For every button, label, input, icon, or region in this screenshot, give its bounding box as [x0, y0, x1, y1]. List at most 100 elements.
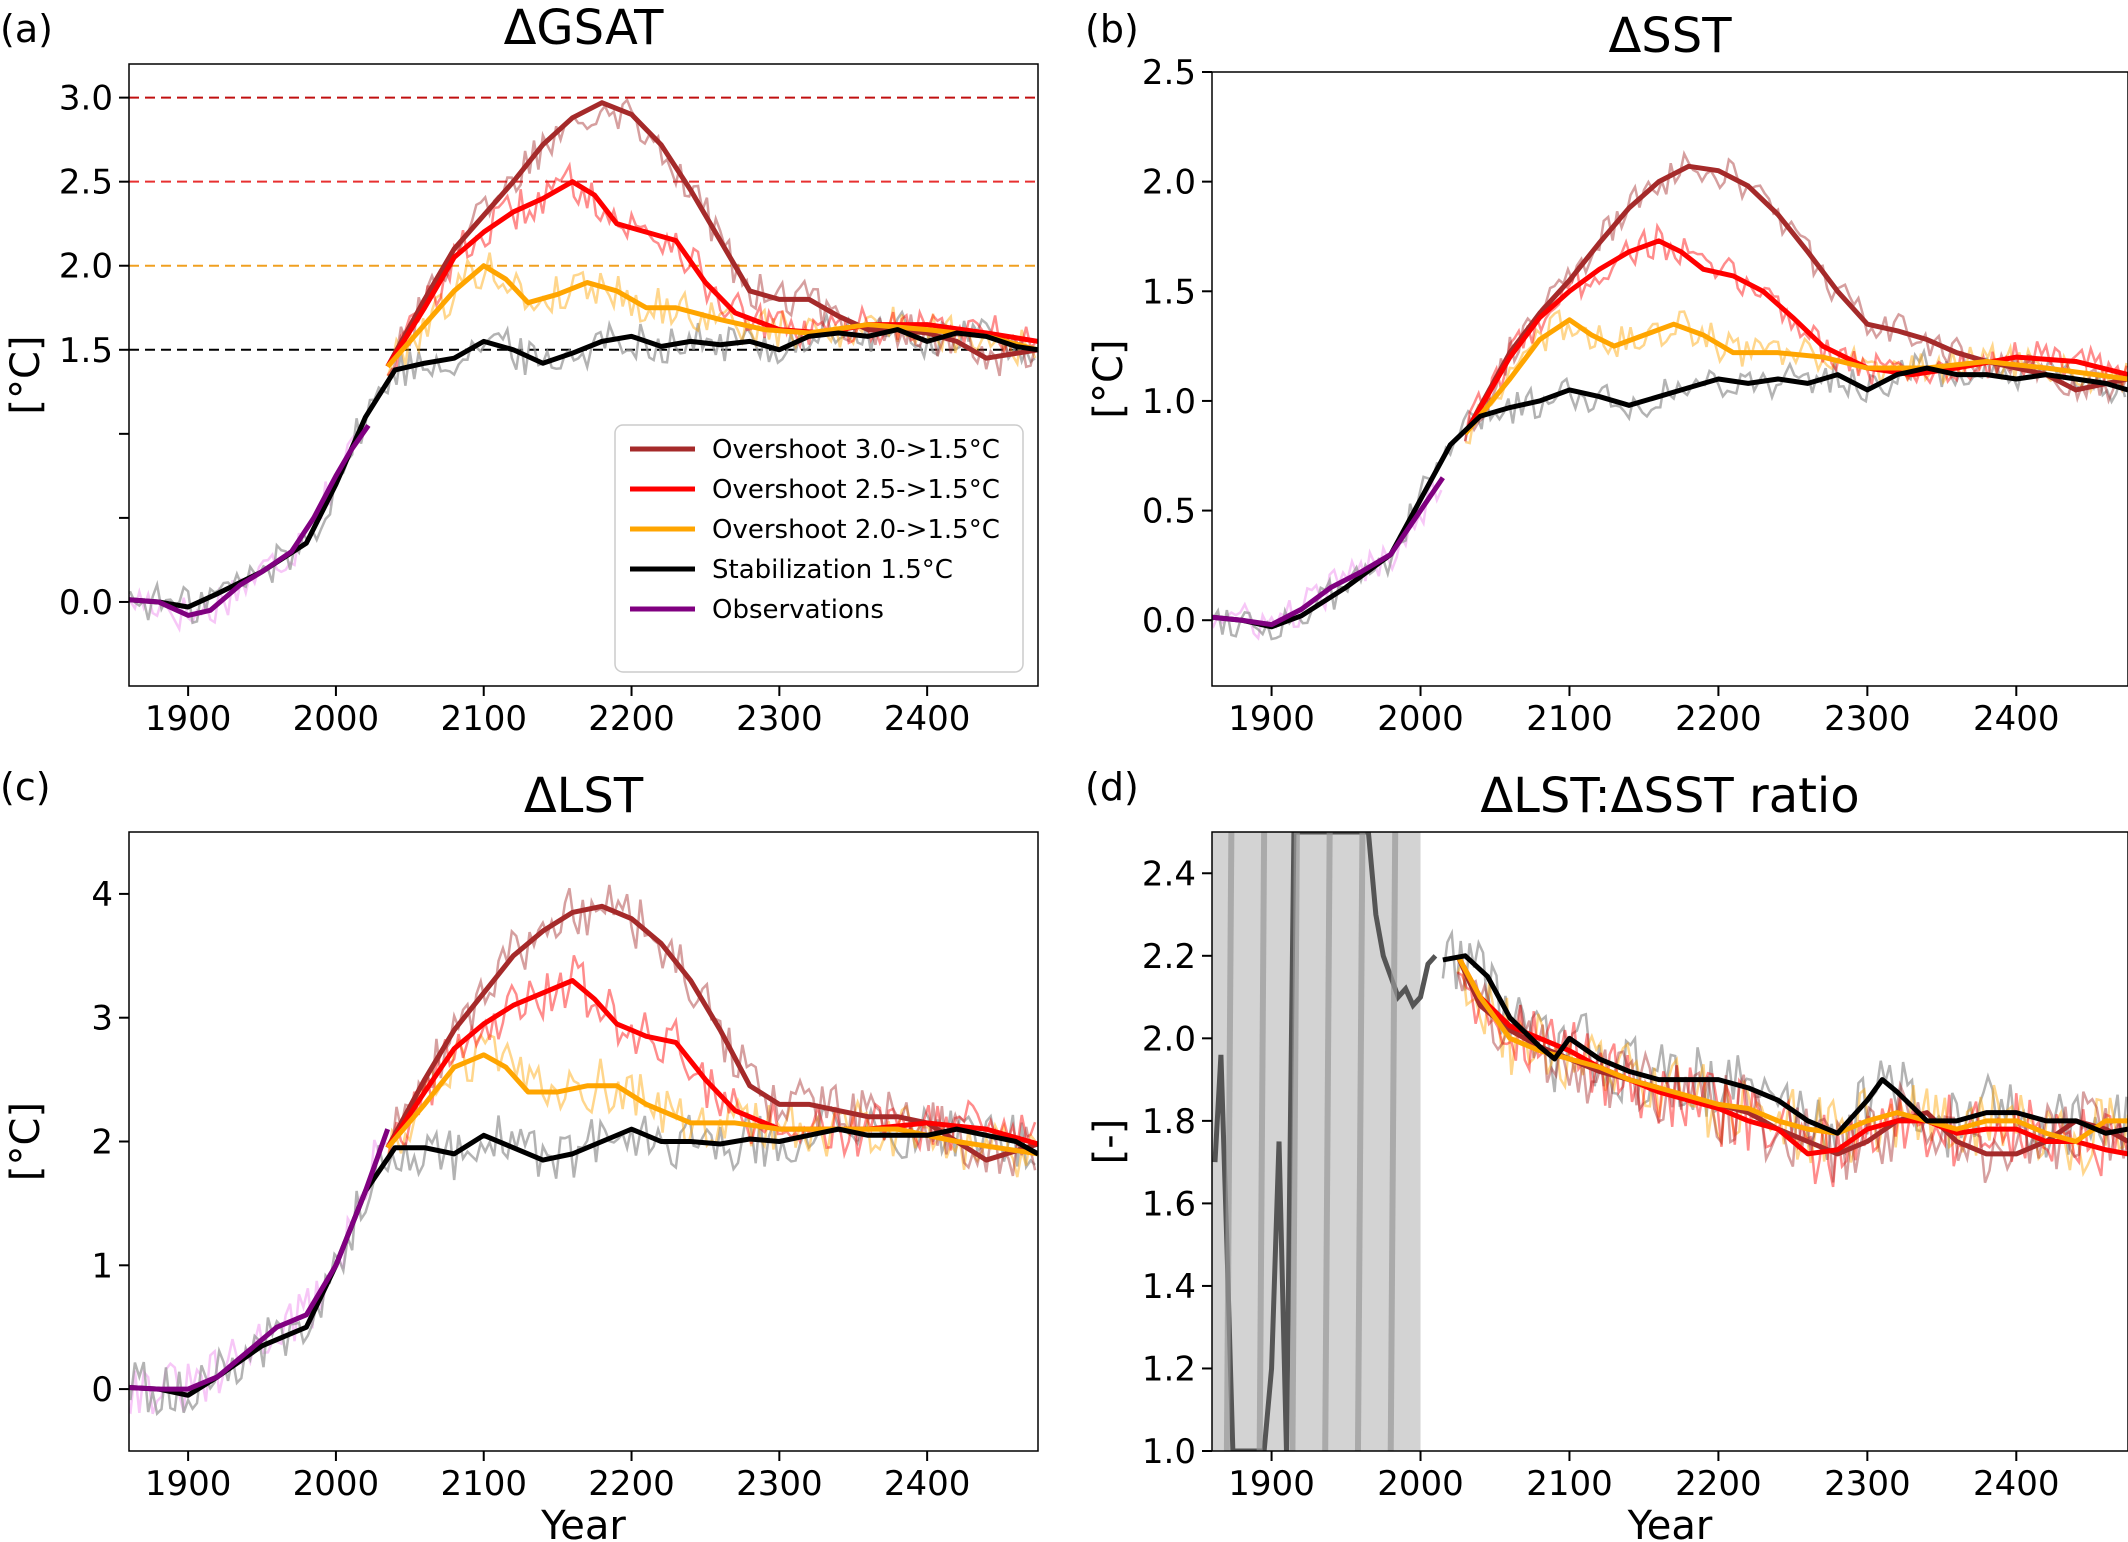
legend-label: Overshoot 2.5->1.5°C [712, 475, 1000, 505]
x-tick-label: 2400 [1973, 699, 2060, 739]
panel-letter: (c) [0, 765, 51, 809]
y-tick-label: 0.0 [1142, 601, 1196, 641]
y-axis-label: [°C] [3, 1102, 49, 1181]
panel-4: 1900 2000 2100 2200 2300 2400 1.0 1.2 1.4 1.6 1.8 2… [1085, 765, 2128, 1542]
legend-label: Overshoot 2.0->1.5°C [712, 515, 1000, 545]
series-line-0 [129, 1128, 391, 1392]
axes-frame [128, 63, 1039, 687]
y-tick-label: 2.4 [1142, 854, 1196, 894]
legend: Overshoot 3.0->1.5°C Overshoot 2.5->1.5°C… [614, 424, 1024, 673]
shaded-region [1212, 832, 1421, 1451]
panel-letter: (d) [1085, 765, 1139, 809]
x-tick-label: 2000 [293, 699, 380, 739]
series-line-2 [385, 263, 1038, 369]
y-tick-label: 1.5 [1142, 272, 1196, 312]
plot-area [129, 884, 1038, 1417]
noise-trace-2 [386, 252, 1037, 377]
x-tick-label: 2000 [1377, 1464, 1464, 1504]
y-tick-label: 4 [91, 875, 113, 915]
x-tick-label: 2100 [1526, 699, 1613, 739]
panel-3: 1900 2000 2100 2200 2300 2400 0 1 2 3 4 ΔLST (c) [°C]… [0, 765, 1039, 1542]
x-tick-label: 2100 [440, 1464, 527, 1504]
y-axis-label: [°C] [3, 335, 49, 414]
axes-frame [1211, 831, 2128, 1452]
series-line-0 [129, 423, 371, 618]
x-tick-label: 2200 [588, 1464, 675, 1504]
series-line-1 [1212, 365, 2128, 630]
y-tick-label: 1.4 [1142, 1267, 1196, 1307]
x-axis-label: Year [1627, 1503, 1713, 1542]
panel-2: 1900 2000 2100 2200 2300 2400 0.0 0.5 1.0 1.5 2.0 2… [1085, 7, 2128, 739]
noise-trace-0 [129, 1139, 389, 1415]
noise-trace-3 [1456, 970, 2128, 1184]
panel-title: ΔLST [524, 768, 644, 824]
y-tick-label: 0.0 [59, 583, 113, 623]
x-axis-label: Year [540, 1503, 626, 1542]
x-tick-label: 2300 [736, 1464, 823, 1504]
y-tick-label: 1.5 [59, 331, 113, 371]
x-tick-label: 2000 [293, 1464, 380, 1504]
x-tick-label: 2300 [1824, 1464, 1911, 1504]
y-tick-label: 2.0 [1142, 163, 1196, 203]
panel-title: ΔGSAT [504, 0, 665, 56]
early-spike [1322, 832, 1333, 1451]
early-ratio-line [1212, 832, 1438, 1451]
plot-area [1212, 832, 2128, 1451]
y-tick-label: 1.0 [1142, 1432, 1196, 1472]
legend-box [614, 424, 1024, 673]
series-line-0 [1212, 476, 1445, 628]
series-line-1 [129, 327, 1038, 610]
y-tick-label: 2.0 [59, 247, 113, 287]
x-tick-label: 2200 [1675, 699, 1762, 739]
series-line-4 [385, 100, 1038, 368]
series-line-1 [1455, 954, 2128, 1144]
early-spike [1289, 832, 1300, 1451]
panel-title: ΔLST:ΔSST ratio [1480, 768, 1859, 824]
early-spike [1354, 832, 1366, 1451]
x-tick-label: 1900 [145, 699, 232, 739]
noise-trace-0 [129, 424, 367, 633]
y-tick-label: 3.0 [59, 79, 113, 119]
series-line-0 [1442, 953, 2128, 1136]
early-spike [1256, 832, 1268, 1451]
y-axis-label: [-] [1086, 1119, 1132, 1165]
x-tick-label: 1900 [1228, 1464, 1315, 1504]
y-tick-label: 1.0 [1142, 382, 1196, 422]
y-tick-label: 2 [91, 1123, 113, 1163]
legend-label: Overshoot 3.0->1.5°C [712, 435, 1000, 465]
panel-letter: (a) [0, 7, 53, 51]
noise-trace-0 [1441, 928, 2128, 1161]
y-tick-label: 1 [91, 1246, 113, 1286]
plot-area [1212, 149, 2128, 641]
x-tick-label: 2200 [1675, 1464, 1762, 1504]
series-line-1 [129, 1126, 1038, 1398]
noise-trace-2 [386, 1032, 1037, 1178]
x-tick-label: 1900 [1228, 699, 1315, 739]
noise-trace-3 [386, 955, 1037, 1160]
x-tick-label: 2400 [884, 1464, 971, 1504]
y-tick-label: 2.0 [1142, 1019, 1196, 1059]
y-tick-label: 0.5 [1142, 492, 1196, 532]
series-line-2 [1463, 317, 2128, 436]
early-spike [1387, 832, 1399, 1451]
x-tick-label: 2000 [1377, 699, 1464, 739]
series-line-3 [1463, 238, 2128, 436]
x-tick-label: 2300 [1824, 699, 1911, 739]
x-tick-label: 2400 [884, 699, 971, 739]
y-axis-label: [°C] [1086, 339, 1132, 418]
y-tick-label: 1.8 [1142, 1102, 1196, 1142]
legend-label: Observations [712, 595, 884, 625]
axes-frame [1211, 71, 2128, 687]
y-tick-label: 2.5 [59, 163, 113, 203]
early-spike [1223, 832, 1235, 1451]
x-tick-label: 2300 [736, 699, 823, 739]
x-tick-label: 1900 [145, 1464, 232, 1504]
y-tick-label: 3 [91, 999, 113, 1039]
panel-letter: (b) [1085, 7, 1139, 51]
y-tick-label: 2.2 [1142, 937, 1196, 977]
x-tick-label: 2100 [1526, 1464, 1613, 1504]
noise-trace-0 [1212, 479, 1443, 641]
x-tick-label: 2100 [440, 699, 527, 739]
panel-1: 1900 2000 2100 2200 2300 2400 0.0 1.5 2.0 2.5 3.0 Δ… [0, 0, 1039, 739]
